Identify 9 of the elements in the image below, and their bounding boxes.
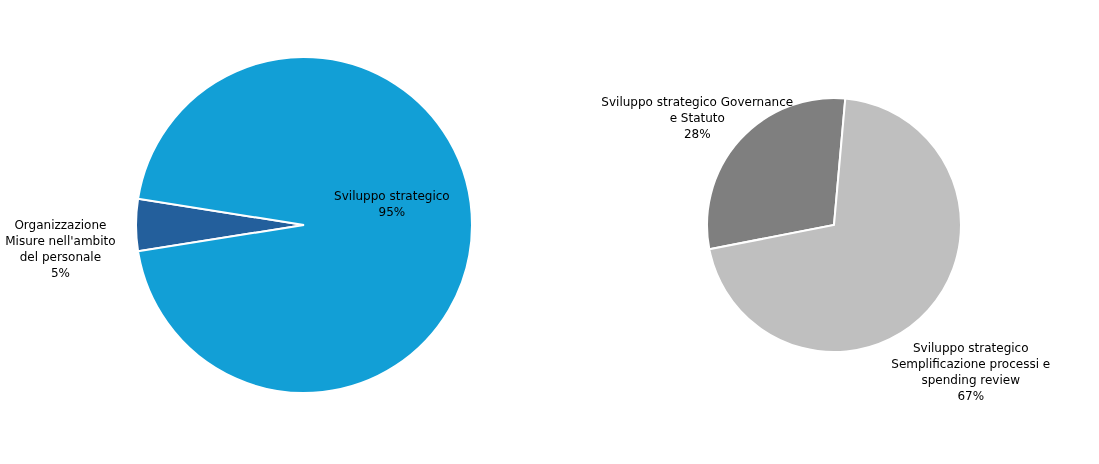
data-label: 95% [378, 205, 406, 220]
data-label: 28% [683, 126, 711, 141]
slice-label: Sviluppo strategico Governance e Statuto [601, 94, 794, 125]
slice-label: Sviluppo strategico Semplificazione processi e spending review [891, 341, 1051, 388]
data-label: 5% [50, 266, 70, 280]
slice-label: Organizzazione Misure nell'ambito del personale [5, 218, 116, 264]
slice-label: Sviluppo strategico [334, 189, 450, 204]
data-label: 67% [957, 389, 985, 404]
pie-slice [137, 56, 473, 394]
